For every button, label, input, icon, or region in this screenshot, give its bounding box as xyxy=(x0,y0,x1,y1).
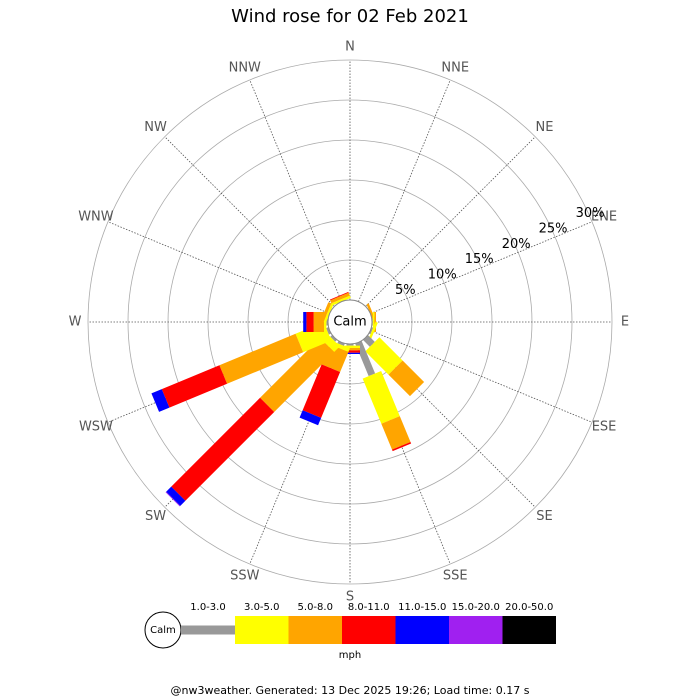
direction-label: SW xyxy=(145,509,166,524)
calm-circle xyxy=(327,299,373,345)
bar-segment xyxy=(326,327,332,335)
legend-swatch xyxy=(235,616,289,644)
bar-segment xyxy=(260,337,335,412)
legend-label: 1.0-3.0 xyxy=(190,602,225,613)
legend-swatch xyxy=(449,616,503,644)
legend-swatch xyxy=(395,616,449,644)
bar-segment xyxy=(306,312,314,332)
legend-calm-label: Calm xyxy=(150,625,176,636)
grid-circle xyxy=(127,99,573,545)
bar-segment xyxy=(330,335,337,342)
legend-title: mph xyxy=(339,650,361,661)
legend-label: 15.0-20.0 xyxy=(452,602,500,613)
spoke xyxy=(365,136,536,307)
spoke xyxy=(107,221,330,314)
legend-label: 3.0-5.0 xyxy=(244,602,279,613)
bar-segment xyxy=(355,340,376,377)
spoke xyxy=(358,79,451,302)
legend-swatch xyxy=(502,616,556,644)
direction-label: NNW xyxy=(229,60,261,75)
bar-segment xyxy=(303,312,307,332)
r-tick-label: 5% xyxy=(395,283,416,298)
direction-label: E xyxy=(621,315,629,330)
direction-label: N xyxy=(345,40,355,55)
bar-segment xyxy=(368,327,374,335)
bar-segment xyxy=(171,397,275,501)
direction-label: WNW xyxy=(78,209,114,224)
chart-title: Wind rose for 02 Feb 2021 xyxy=(231,6,469,27)
calm-label: Calm xyxy=(333,315,366,330)
direction-label: ENE xyxy=(591,209,617,224)
r-tick-label: 10% xyxy=(428,267,457,282)
bar-segment xyxy=(337,340,345,346)
direction-label: S xyxy=(346,590,354,605)
bar-segment xyxy=(151,389,170,412)
direction-label: NW xyxy=(144,120,167,135)
bar-segment xyxy=(165,491,181,507)
legend-label: 8.0-11.0 xyxy=(348,602,390,613)
bar-segment xyxy=(330,292,350,304)
bar-segment xyxy=(367,321,378,342)
bar-segment xyxy=(219,333,304,384)
grid-circle xyxy=(87,59,613,585)
footer: @nw3weather. Generated: 13 Dec 2025 19:2… xyxy=(171,684,530,697)
bar-segment xyxy=(161,365,228,408)
r-tick-label: 20% xyxy=(502,237,531,252)
bar-segment xyxy=(299,410,322,426)
bar-segment xyxy=(302,364,341,418)
legend-swatch xyxy=(288,616,342,644)
r-tick-label: 30% xyxy=(576,206,605,221)
bar-segment xyxy=(320,302,332,322)
bar-segment xyxy=(331,295,351,306)
direction-label: W xyxy=(69,315,82,330)
direction-label: SSW xyxy=(230,569,260,584)
direction-label: NNE xyxy=(441,60,469,75)
spoke xyxy=(249,79,342,302)
direction-label: SSE xyxy=(443,569,468,584)
spoke xyxy=(370,330,593,423)
bar-segment xyxy=(313,312,324,332)
spoke xyxy=(370,221,593,314)
direction-label: WSW xyxy=(79,420,113,435)
legend-label: 20.0-50.0 xyxy=(505,602,553,613)
grid-circle xyxy=(247,219,453,425)
spoke xyxy=(164,136,335,307)
bar-segment xyxy=(323,303,334,323)
r-tick-label: 15% xyxy=(465,252,494,267)
bar-segment xyxy=(365,337,403,375)
legend-label: 11.0-15.0 xyxy=(398,602,446,613)
direction-label: NE xyxy=(535,120,553,135)
legend-swatch xyxy=(342,616,396,644)
bar-segment xyxy=(166,486,186,506)
direction-label: ESE xyxy=(592,420,617,435)
bar-segment xyxy=(362,371,400,424)
bar-segment xyxy=(392,441,412,452)
legend-swatch xyxy=(181,625,235,635)
bar-segment xyxy=(363,335,375,347)
r-tick-label: 25% xyxy=(539,222,568,237)
bar-segment xyxy=(329,291,349,301)
bar-segment xyxy=(388,360,425,397)
legend-label: 5.0-8.0 xyxy=(298,602,333,613)
bar-segment xyxy=(381,416,411,450)
direction-label: SE xyxy=(536,509,552,524)
